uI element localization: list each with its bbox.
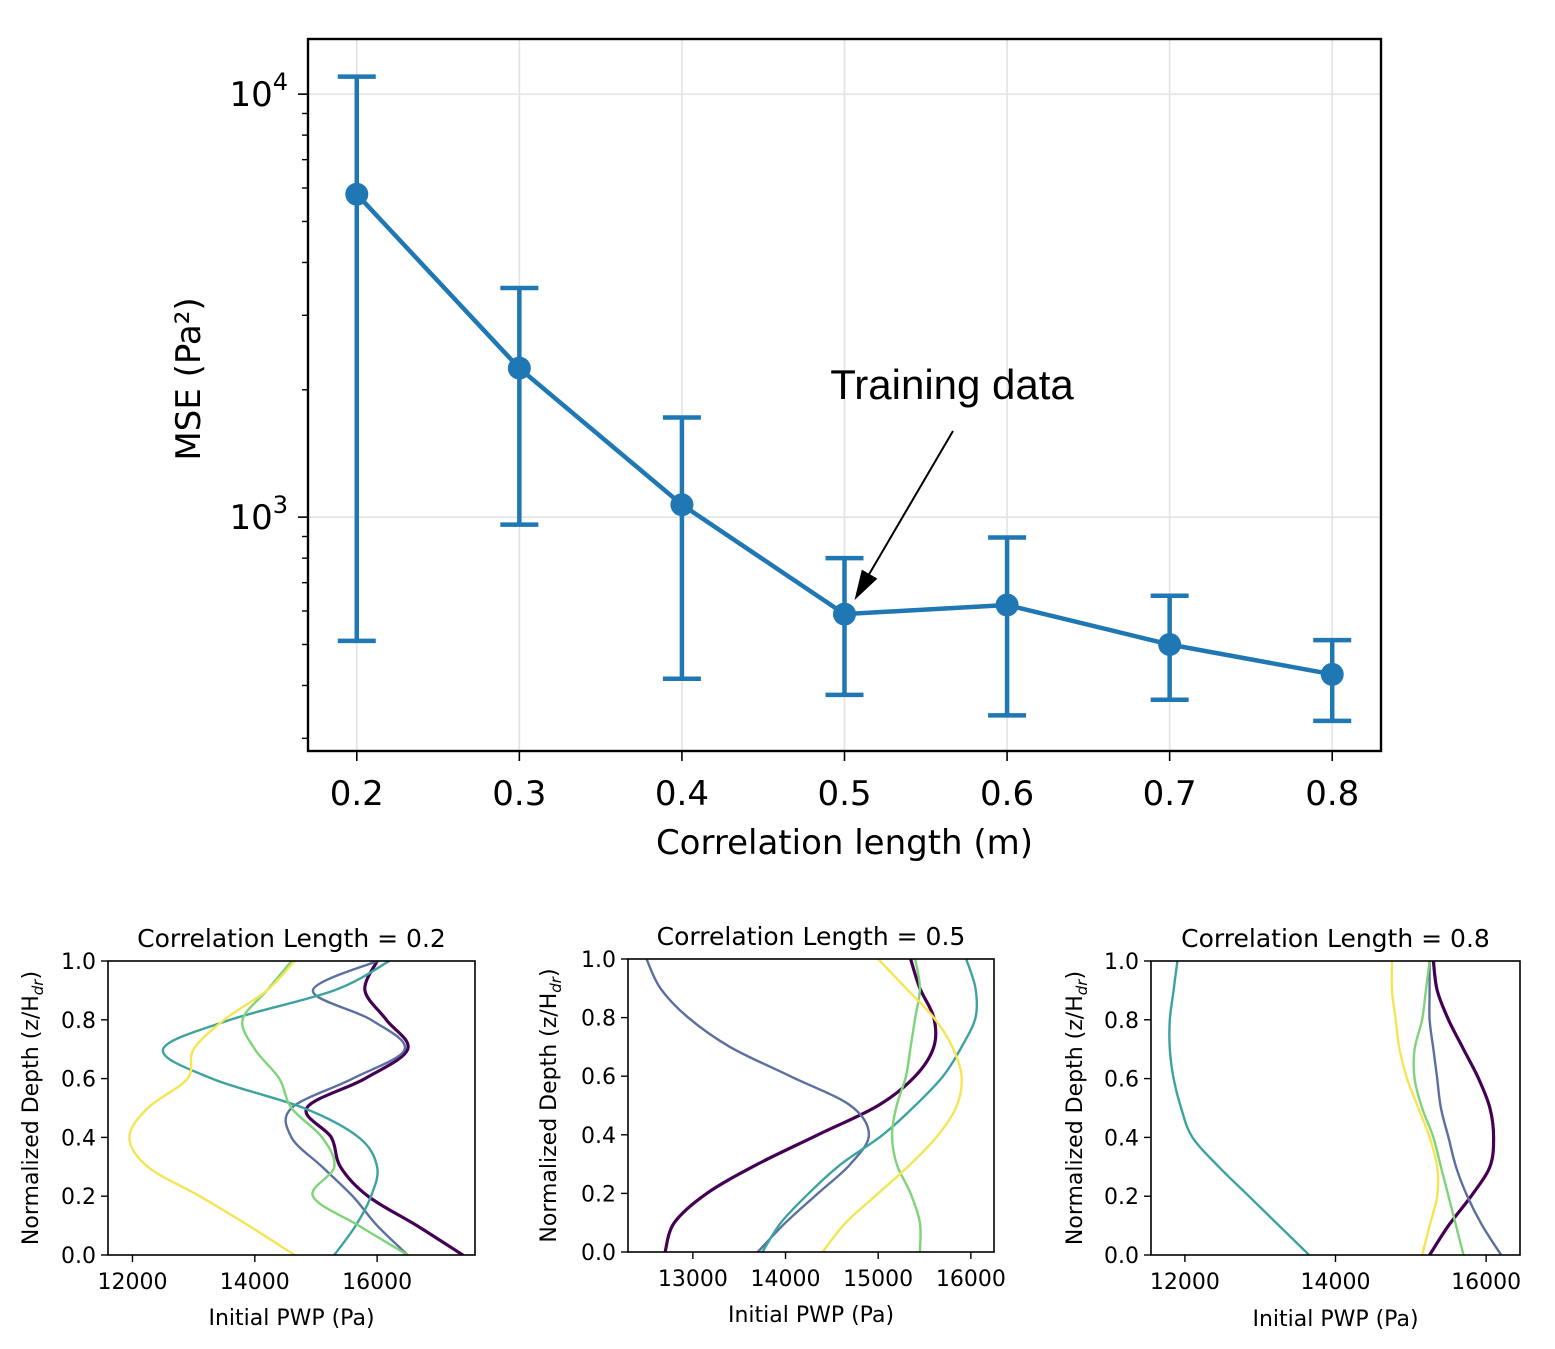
y-axis-label: MSE (Pa²) (169, 297, 209, 460)
profile-line-teal (1168, 961, 1311, 1255)
annotation-arrow-head (854, 569, 878, 601)
x-tick-label: 16000 (936, 1267, 1006, 1292)
profile-line-green (890, 959, 922, 1252)
x-tick-label: 0.4 (655, 774, 709, 814)
x-tick-label: 15000 (843, 1267, 913, 1292)
subplot-cl05: 0.0 0.2 0.4 0.6 0.8 1.0 13000 14000 15000 16000 Co… (537, 922, 1006, 1328)
profile-line-slate (1428, 961, 1503, 1255)
plot-frame (107, 960, 476, 1256)
subplot-title: Correlation Length = 0.5 (657, 922, 966, 951)
x-tick-label: 12000 (1150, 1270, 1220, 1295)
x-tick-label: 0.2 (330, 774, 384, 814)
x-tick-label: 16000 (342, 1270, 412, 1295)
y-axis-label: Normalized Depth (z/Hdr) (19, 971, 47, 1245)
profile-line-teal (161, 961, 391, 1255)
y-tick-label: 104 (229, 68, 288, 115)
profile-line-slate (284, 961, 409, 1255)
data-point (1320, 662, 1344, 686)
profile-line-yellow (1390, 961, 1440, 1255)
x-tick-label: 16000 (1451, 1270, 1521, 1295)
main-chart: 103 104 0.2 0.3 0.4 0.5 0.6 0.7 0.8 Correlation l… (169, 37, 1383, 863)
y-tick-label: 0.8 (581, 1007, 616, 1032)
y-tick-label: 0.4 (581, 1124, 616, 1149)
y-axis-label: Normalized Depth (z/Hdr) (537, 968, 565, 1242)
x-tick-label: 0.8 (1305, 774, 1359, 814)
x-tick-label: 14000 (751, 1267, 821, 1292)
profile-line-teal (761, 959, 979, 1252)
annotation-training-data: Training data (830, 361, 1074, 408)
x-tick-label: 0.3 (492, 774, 546, 814)
data-point (670, 493, 694, 517)
y-axis-label: Normalized Depth (z/Hdr) (1063, 971, 1091, 1245)
x-axis-label: Initial PWP (Pa) (208, 1306, 374, 1331)
x-axis-label: Initial PWP (Pa) (1252, 1307, 1418, 1332)
data-point (995, 593, 1019, 617)
y-tick-label: 0.0 (581, 1241, 616, 1266)
profile-line-yellow (128, 961, 296, 1255)
y-tick-label: 0.8 (61, 1009, 96, 1034)
y-tick-label: 0.2 (61, 1185, 96, 1210)
y-tick-label: 103 (229, 491, 288, 538)
y-tick-label: 0.2 (581, 1182, 616, 1207)
y-tick-label: 1.0 (581, 948, 616, 973)
profile-line-green (1412, 961, 1465, 1255)
data-point (345, 182, 369, 206)
y-tick-label: 0.2 (1104, 1185, 1139, 1210)
subplot-cl08: 0.0 0.2 0.4 0.6 0.8 1.0 12000 14000 16000 Correla… (1063, 924, 1521, 1332)
subplot-title: Correlation Length = 0.8 (1181, 924, 1490, 953)
profile-line-purple (663, 959, 938, 1252)
annotation-arrow-line (863, 430, 954, 583)
x-tick-label: 0.7 (1143, 774, 1197, 814)
y-tick-label: 0.6 (581, 1065, 616, 1090)
y-tick-label: 1.0 (61, 950, 96, 975)
y-tick-label: 0.8 (1104, 1009, 1139, 1034)
x-tick-label: 13000 (658, 1267, 728, 1292)
y-tick-label: 0.4 (61, 1126, 96, 1151)
profile-line-yellow (821, 959, 963, 1252)
y-tick-label: 1.0 (1104, 950, 1139, 975)
y-tick-label: 0.0 (61, 1244, 96, 1269)
data-point (1158, 632, 1182, 656)
data-point (507, 356, 531, 380)
plot-frame (627, 958, 995, 1253)
plot-frame (306, 37, 1383, 753)
y-tick-label: 0.0 (1104, 1244, 1139, 1269)
x-tick-label: 0.6 (980, 774, 1034, 814)
subplot-title: Correlation Length = 0.2 (137, 924, 446, 953)
y-tick-label: 0.6 (1104, 1068, 1139, 1093)
x-tick-label: 14000 (1301, 1270, 1371, 1295)
profile-line-green (241, 961, 409, 1255)
y-tick-label: 0.6 (61, 1068, 96, 1093)
data-point (833, 602, 856, 626)
x-tick-label: 12000 (97, 1270, 167, 1295)
profile-line-slate (645, 959, 871, 1252)
x-axis-label: Correlation length (m) (656, 823, 1033, 863)
x-axis-label: Initial PWP (Pa) (728, 1303, 894, 1328)
y-tick-label: 0.4 (1104, 1126, 1139, 1151)
x-tick-label: 0.5 (817, 774, 871, 814)
profile-line-purple (1428, 961, 1496, 1255)
x-tick-label: 14000 (220, 1270, 290, 1295)
plot-frame (1150, 960, 1521, 1256)
subplot-cl02: 0.0 0.2 0.4 0.6 0.8 1.0 12000 14000 16000 Correla… (19, 924, 476, 1331)
